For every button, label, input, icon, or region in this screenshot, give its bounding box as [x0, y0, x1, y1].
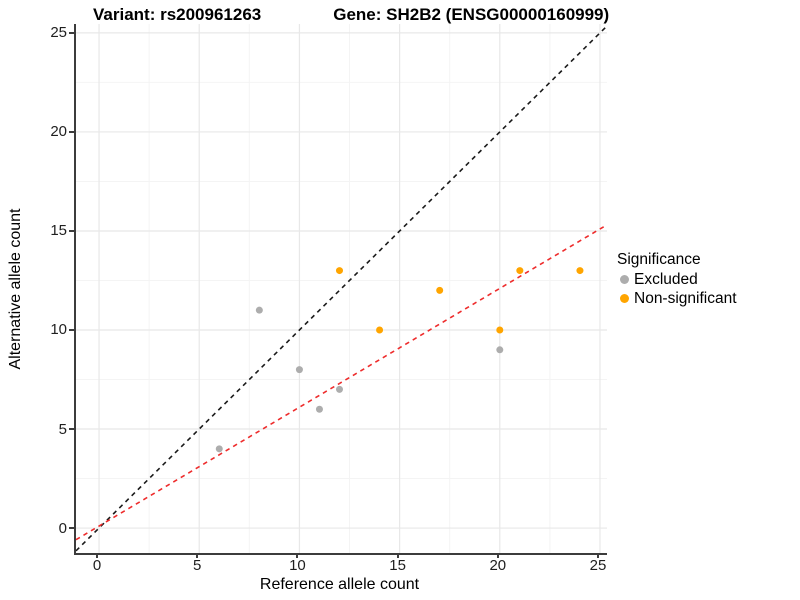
data-point	[255, 306, 263, 314]
data-point	[335, 385, 343, 393]
x-tick-mark	[396, 553, 399, 558]
legend-items: Excluded Non-significant	[617, 270, 737, 308]
legend-key-dot-icon	[620, 294, 629, 303]
data-point	[376, 326, 384, 334]
data-point	[576, 267, 584, 275]
data-point	[516, 267, 524, 275]
minor-gridlines	[76, 24, 607, 553]
data-point	[496, 326, 504, 334]
x-tick-mark	[596, 553, 599, 558]
plot-canvas	[76, 24, 607, 553]
regression-line	[76, 224, 607, 541]
variant-title: Variant: rs200961263	[93, 5, 262, 24]
y-tick-mark	[69, 328, 74, 331]
legend-item-label: Non-significant	[634, 289, 737, 307]
legend-item-label: Excluded	[634, 270, 698, 288]
x-tick-label: 5	[193, 557, 202, 574]
gene-title: Gene: SH2B2 (ENSG00000160999)	[333, 5, 610, 24]
identity-line	[76, 25, 607, 552]
x-tick-mark	[96, 553, 99, 558]
x-tick-mark	[496, 553, 499, 558]
y-tick-mark	[69, 527, 74, 530]
points-non-significant	[335, 267, 584, 334]
points-excluded	[215, 306, 504, 453]
plot-title: Variant: rs200961263 Gene: SH2B2 (ENSG000…	[93, 5, 609, 25]
y-tick-mark	[69, 428, 74, 431]
legend-item: Non-significant	[617, 289, 737, 308]
legend-title: Significance	[617, 251, 701, 268]
y-tick-label: 0	[58, 519, 67, 537]
y-tick-label: 20	[50, 123, 67, 141]
x-tick-label: 15	[389, 557, 406, 574]
y-tick-mark	[69, 31, 74, 34]
x-tick-mark	[196, 553, 199, 558]
x-tick-label: 10	[289, 557, 306, 574]
y-tick-mark	[69, 229, 74, 232]
legend-item: Excluded	[617, 270, 737, 289]
y-tick-label: 10	[50, 321, 67, 339]
data-point	[315, 405, 323, 413]
y-axis-title: Alternative allele count	[7, 208, 24, 370]
data-point	[436, 286, 444, 294]
data-point	[496, 346, 504, 354]
x-axis-title: Reference allele count	[259, 576, 420, 593]
y-tick-mark	[69, 130, 74, 133]
data-point	[215, 445, 223, 453]
major-gridlines	[76, 24, 607, 553]
data-point	[335, 267, 343, 275]
y-tick-label: 25	[50, 24, 67, 42]
x-tick-mark	[296, 553, 299, 558]
y-tick-label: 15	[50, 222, 67, 240]
legend: Significance Excluded Non-significant	[617, 250, 737, 308]
legend-key-dot-icon	[620, 275, 629, 284]
x-tick-label: 20	[489, 557, 507, 574]
x-tick-label: 0	[92, 557, 102, 574]
x-tick-label: 25	[589, 557, 607, 574]
plot-panel	[74, 24, 607, 555]
y-tick-label: 5	[58, 420, 67, 438]
data-point	[295, 366, 303, 374]
